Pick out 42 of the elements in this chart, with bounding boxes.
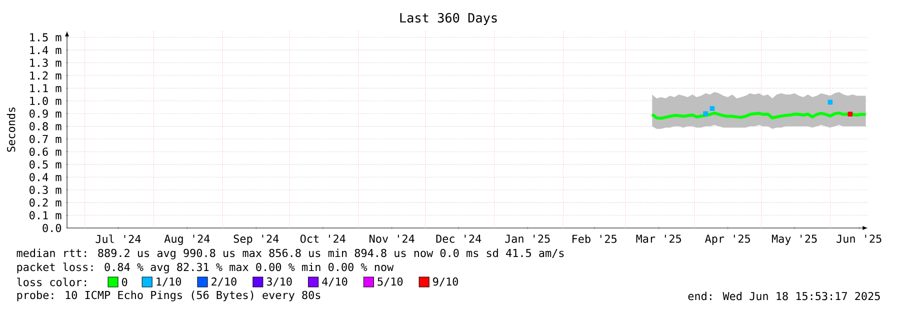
y-tick-label: 0.3 m [30, 186, 62, 194]
x-tick-label: Jul '24 [96, 234, 141, 244]
y-tick-label: 0.0 [42, 224, 62, 232]
x-tick-label: Apr '25 [704, 234, 750, 245]
legend-label: 9/10 [433, 277, 458, 287]
x-tick-label: Feb '25 [572, 234, 616, 244]
y-tick-label: 1.0 m [30, 96, 62, 106]
text: median rtt: 889.2 us avg 990.8 us max 856.8 us min 894.8 us now 0.0 ms sd 41.5 am/s [16, 248, 564, 260]
x-tick-label: Mar '25 [636, 234, 682, 243]
y-tick-label: 0.4 m [30, 173, 62, 182]
text: probe: 10 ICMP Echo Pings (56 Bytes) every 80s [17, 290, 320, 302]
text: packet loss: 0.84 % avg 82.31 % max 0.00 % min 0.00 % now [17, 262, 394, 274]
y-tick-label: 0.7 m [30, 134, 62, 144]
legend-label: 3/10 [266, 277, 292, 287]
legend-label: 1/10 [156, 277, 181, 287]
chart-title: Last 360 Days [400, 12, 497, 26]
x-tick-label: Jun '25 [836, 234, 882, 243]
legend-label: 2/10 [212, 277, 236, 287]
x-tick-label: Sep '24 [234, 234, 279, 245]
x-tick-label: Nov '24 [370, 234, 414, 243]
legend-label: 4/10 [322, 277, 348, 287]
y-tick-label: 1.5 m [30, 33, 62, 42]
y-tick-label: 0.6 m [30, 148, 62, 156]
x-tick-label: Jan '25 [505, 234, 550, 243]
x-tick-label: Aug '24 [164, 234, 210, 246]
y-tick-label: 0.2 m [30, 198, 62, 207]
y-tick-label: 1.4 m [30, 46, 62, 54]
y-tick-label: 0.5 m [30, 160, 62, 169]
y-tick-label: 1.2 m [30, 71, 62, 80]
y-tick-label: 1.3 m [30, 58, 62, 67]
y-axis-title: Seconds [6, 108, 16, 152]
y-tick-label: 0.1 m [30, 211, 62, 220]
text: end: Wed Jun 18 15:53:17 2025 [688, 292, 880, 300]
legend-label: 0 [122, 278, 128, 286]
x-tick-label: May '25 [772, 234, 817, 245]
y-tick-label: 0.9 m [30, 109, 62, 118]
y-tick-label: 0.8 m [30, 122, 62, 130]
y-tick-label: 1.1 m [30, 84, 62, 92]
legend-title: loss color: [17, 278, 86, 286]
legend-label: 5/10 [378, 277, 403, 287]
x-tick-label: Dec '24 [436, 234, 482, 243]
x-tick-label: Oct '24 [300, 234, 346, 243]
